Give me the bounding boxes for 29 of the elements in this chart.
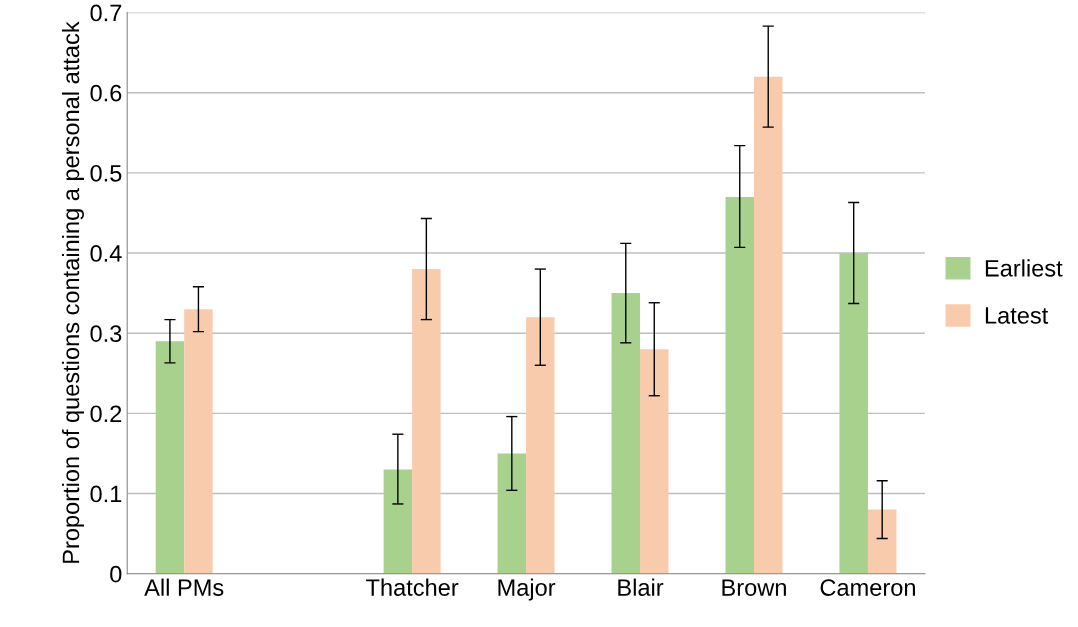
bar — [753, 76, 783, 574]
bar — [155, 341, 185, 574]
bar — [383, 469, 413, 574]
y-tick-label: 0.3 — [90, 325, 122, 342]
bar — [867, 509, 897, 574]
y-tick-label: 0.6 — [90, 84, 122, 102]
y-tick-label: 0.1 — [90, 485, 122, 503]
y-tick-label: 0.5 — [90, 164, 122, 182]
x-tick-label: Major — [498, 578, 556, 601]
bar — [412, 269, 441, 574]
y-tick-label: 0 — [110, 565, 122, 583]
x-tick-label: Brown — [722, 579, 786, 596]
y-axis-title: Proportion of questions containing a personal attack — [61, 21, 84, 563]
legend-label: Latest — [985, 307, 1049, 324]
bar — [184, 309, 213, 574]
bar — [611, 293, 641, 574]
bar — [497, 453, 527, 574]
y-tick-label: 0.7 — [90, 4, 122, 22]
x-tick-label: Thatcher — [366, 578, 459, 596]
bar — [839, 253, 868, 574]
x-tick-label: All PMs — [144, 578, 224, 596]
y-tick-label: 0.4 — [90, 245, 122, 262]
x-tick-label: Cameron — [820, 579, 915, 596]
x-tick-label: Blair — [618, 578, 664, 596]
bar — [640, 349, 669, 574]
legend-label: Earliest — [985, 259, 1063, 277]
bar — [526, 317, 555, 574]
bar — [725, 196, 754, 574]
y-tick-label: 0.2 — [90, 405, 122, 423]
